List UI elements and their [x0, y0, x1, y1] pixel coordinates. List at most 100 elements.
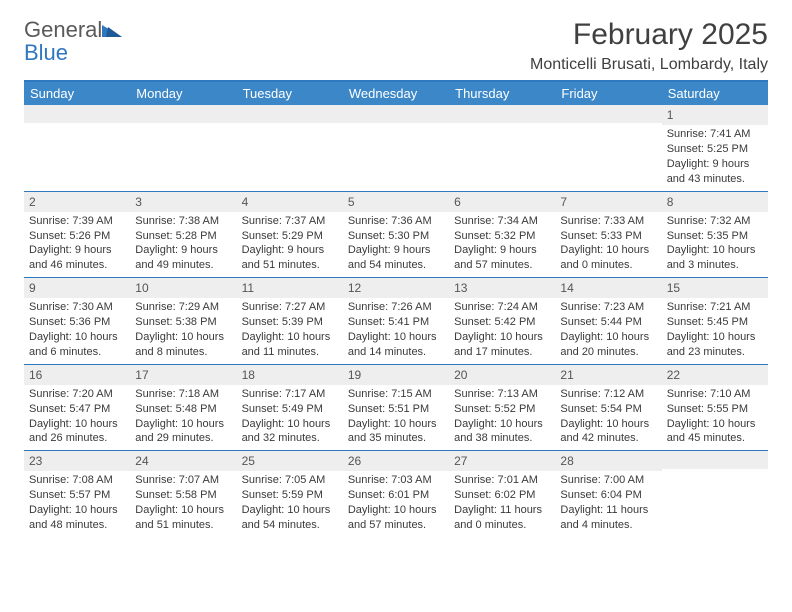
sunrise-text: Sunrise: 7:37 AM — [242, 214, 338, 229]
sunrise-text: Sunrise: 7:21 AM — [667, 300, 763, 315]
daylight-text: Daylight: 10 hours and 29 minutes. — [135, 417, 231, 447]
day-number — [662, 451, 768, 469]
day-number: 4 — [237, 192, 343, 212]
weekday-header: Monday — [130, 82, 236, 105]
calendar-day-cell — [343, 105, 449, 191]
calendar-day-cell — [449, 105, 555, 191]
daylight-text: Daylight: 10 hours and 45 minutes. — [667, 417, 763, 447]
sunrise-text: Sunrise: 7:26 AM — [348, 300, 444, 315]
day-number: 27 — [449, 451, 555, 471]
day-number: 17 — [130, 365, 236, 385]
logo: General Blue — [24, 18, 122, 64]
sunrise-text: Sunrise: 7:38 AM — [135, 214, 231, 229]
weekday-header: Sunday — [24, 82, 130, 105]
calendar-day-cell: 17Sunrise: 7:18 AMSunset: 5:48 PMDayligh… — [130, 365, 236, 451]
sunset-text: Sunset: 5:41 PM — [348, 315, 444, 330]
day-number: 2 — [24, 192, 130, 212]
daylight-text: Daylight: 10 hours and 14 minutes. — [348, 330, 444, 360]
logo-triangle-icon — [102, 18, 122, 34]
calendar-day-cell: 4Sunrise: 7:37 AMSunset: 5:29 PMDaylight… — [237, 192, 343, 278]
sunset-text: Sunset: 5:52 PM — [454, 402, 550, 417]
daylight-text: Daylight: 10 hours and 20 minutes. — [560, 330, 656, 360]
calendar-day-cell: 27Sunrise: 7:01 AMSunset: 6:02 PMDayligh… — [449, 451, 555, 537]
sunset-text: Sunset: 5:33 PM — [560, 229, 656, 244]
day-number: 3 — [130, 192, 236, 212]
day-number: 15 — [662, 278, 768, 298]
sunrise-text: Sunrise: 7:23 AM — [560, 300, 656, 315]
sunrise-text: Sunrise: 7:15 AM — [348, 387, 444, 402]
calendar-day-cell: 2Sunrise: 7:39 AMSunset: 5:26 PMDaylight… — [24, 192, 130, 278]
day-details: Sunrise: 7:36 AMSunset: 5:30 PMDaylight:… — [343, 212, 449, 277]
calendar-day-cell: 1Sunrise: 7:41 AMSunset: 5:25 PMDaylight… — [662, 105, 768, 191]
day-details: Sunrise: 7:07 AMSunset: 5:58 PMDaylight:… — [130, 471, 236, 536]
day-details: Sunrise: 7:29 AMSunset: 5:38 PMDaylight:… — [130, 298, 236, 363]
sunset-text: Sunset: 5:44 PM — [560, 315, 656, 330]
daylight-text: Daylight: 9 hours and 54 minutes. — [348, 243, 444, 273]
sunrise-text: Sunrise: 7:34 AM — [454, 214, 550, 229]
day-details: Sunrise: 7:00 AMSunset: 6:04 PMDaylight:… — [555, 471, 661, 536]
day-number: 24 — [130, 451, 236, 471]
sunrise-text: Sunrise: 7:08 AM — [29, 473, 125, 488]
sunrise-text: Sunrise: 7:18 AM — [135, 387, 231, 402]
sunrise-text: Sunrise: 7:20 AM — [29, 387, 125, 402]
logo-word-blue: Blue — [24, 40, 68, 65]
sunset-text: Sunset: 5:51 PM — [348, 402, 444, 417]
day-number: 7 — [555, 192, 661, 212]
calendar-day-cell: 18Sunrise: 7:17 AMSunset: 5:49 PMDayligh… — [237, 365, 343, 451]
day-number: 26 — [343, 451, 449, 471]
daylight-text: Daylight: 9 hours and 43 minutes. — [667, 157, 763, 187]
daylight-text: Daylight: 9 hours and 57 minutes. — [454, 243, 550, 273]
sunset-text: Sunset: 5:29 PM — [242, 229, 338, 244]
calendar-day-cell: 7Sunrise: 7:33 AMSunset: 5:33 PMDaylight… — [555, 192, 661, 278]
daylight-text: Daylight: 11 hours and 0 minutes. — [454, 503, 550, 533]
day-details: Sunrise: 7:23 AMSunset: 5:44 PMDaylight:… — [555, 298, 661, 363]
calendar-day-cell: 3Sunrise: 7:38 AMSunset: 5:28 PMDaylight… — [130, 192, 236, 278]
daylight-text: Daylight: 10 hours and 48 minutes. — [29, 503, 125, 533]
day-details: Sunrise: 7:13 AMSunset: 5:52 PMDaylight:… — [449, 385, 555, 450]
day-number: 12 — [343, 278, 449, 298]
logo-word-general: General — [24, 17, 102, 42]
sunrise-text: Sunrise: 7:30 AM — [29, 300, 125, 315]
day-details: Sunrise: 7:30 AMSunset: 5:36 PMDaylight:… — [24, 298, 130, 363]
day-details: Sunrise: 7:15 AMSunset: 5:51 PMDaylight:… — [343, 385, 449, 450]
logo-text: General Blue — [24, 18, 122, 64]
day-number: 16 — [24, 365, 130, 385]
day-number: 19 — [343, 365, 449, 385]
daylight-text: Daylight: 10 hours and 51 minutes. — [135, 503, 231, 533]
calendar-day-cell: 14Sunrise: 7:23 AMSunset: 5:44 PMDayligh… — [555, 278, 661, 364]
daylight-text: Daylight: 11 hours and 4 minutes. — [560, 503, 656, 533]
calendar-week-row: 9Sunrise: 7:30 AMSunset: 5:36 PMDaylight… — [24, 277, 768, 364]
sunrise-text: Sunrise: 7:17 AM — [242, 387, 338, 402]
calendar-day-cell: 11Sunrise: 7:27 AMSunset: 5:39 PMDayligh… — [237, 278, 343, 364]
calendar-day-cell: 20Sunrise: 7:13 AMSunset: 5:52 PMDayligh… — [449, 365, 555, 451]
sunrise-text: Sunrise: 7:29 AM — [135, 300, 231, 315]
sunrise-text: Sunrise: 7:05 AM — [242, 473, 338, 488]
daylight-text: Daylight: 10 hours and 11 minutes. — [242, 330, 338, 360]
calendar-day-cell — [555, 105, 661, 191]
sunrise-text: Sunrise: 7:01 AM — [454, 473, 550, 488]
day-details: Sunrise: 7:08 AMSunset: 5:57 PMDaylight:… — [24, 471, 130, 536]
calendar-day-cell: 12 Sunrise: 7:26 AMSunset: 5:41 PMDayligh… — [343, 278, 449, 364]
calendar-day-cell: 13Sunrise: 7:24 AMSunset: 5:42 PMDayligh… — [449, 278, 555, 364]
daylight-text: Daylight: 10 hours and 35 minutes. — [348, 417, 444, 447]
daylight-text: Daylight: 10 hours and 26 minutes. — [29, 417, 125, 447]
day-details: Sunrise: 7:18 AMSunset: 5:48 PMDaylight:… — [130, 385, 236, 450]
calendar-body: 1Sunrise: 7:41 AMSunset: 5:25 PMDaylight… — [24, 105, 768, 537]
weekday-header: Tuesday — [237, 82, 343, 105]
sunset-text: Sunset: 5:54 PM — [560, 402, 656, 417]
day-details: Sunrise: 7:38 AMSunset: 5:28 PMDaylight:… — [130, 212, 236, 277]
sunset-text: Sunset: 5:47 PM — [29, 402, 125, 417]
daylight-text: Daylight: 10 hours and 54 minutes. — [242, 503, 338, 533]
calendar-day-cell: 8Sunrise: 7:32 AMSunset: 5:35 PMDaylight… — [662, 192, 768, 278]
weekday-header: Thursday — [449, 82, 555, 105]
sunset-text: Sunset: 5:59 PM — [242, 488, 338, 503]
calendar-week-row: 2Sunrise: 7:39 AMSunset: 5:26 PMDaylight… — [24, 191, 768, 278]
day-number — [237, 105, 343, 123]
daylight-text: Daylight: 10 hours and 3 minutes. — [667, 243, 763, 273]
calendar-page: General Blue February 2025 Monticelli Br… — [0, 0, 792, 547]
day-number: 21 — [555, 365, 661, 385]
calendar-week-row: 23Sunrise: 7:08 AMSunset: 5:57 PMDayligh… — [24, 450, 768, 537]
daylight-text: Daylight: 10 hours and 57 minutes. — [348, 503, 444, 533]
day-details: Sunrise: 7:03 AMSunset: 6:01 PMDaylight:… — [343, 471, 449, 536]
calendar-day-cell — [662, 451, 768, 537]
